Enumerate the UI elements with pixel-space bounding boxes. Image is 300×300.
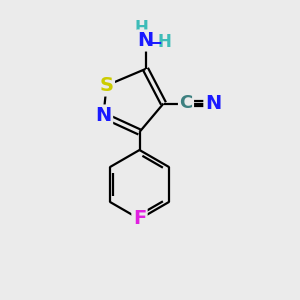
Text: S: S: [100, 76, 113, 95]
Text: H: H: [135, 19, 149, 37]
Text: N: N: [137, 31, 154, 50]
Text: F: F: [133, 209, 146, 229]
Text: −: −: [148, 33, 162, 51]
Text: N: N: [95, 106, 112, 125]
Text: C: C: [179, 94, 193, 112]
Text: N: N: [205, 94, 221, 113]
Text: H: H: [157, 33, 171, 51]
